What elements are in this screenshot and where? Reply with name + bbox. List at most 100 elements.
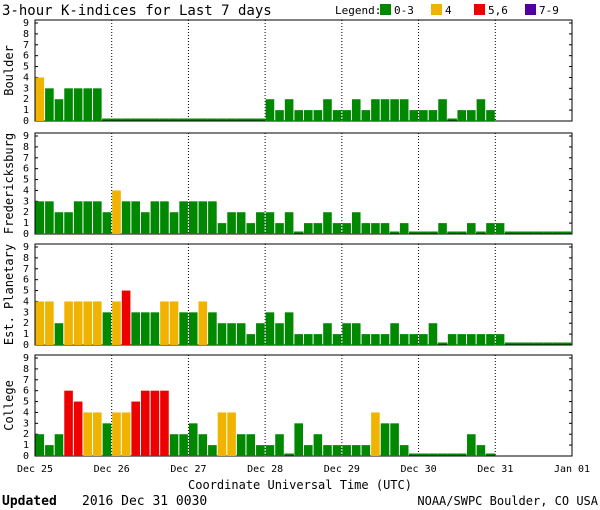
- y-tick-label: 8: [23, 142, 29, 153]
- k-bar: [399, 334, 409, 345]
- k-bar: [236, 434, 246, 456]
- k-bar: [284, 99, 294, 121]
- y-tick-label: 5: [23, 62, 29, 73]
- k-bar: [304, 110, 313, 121]
- station-label: Fredericksburg: [2, 133, 16, 234]
- k-bar: [256, 323, 265, 345]
- k-bar: [332, 445, 342, 456]
- k-bar: [256, 212, 265, 234]
- k-bar: [486, 334, 495, 345]
- k-bar: [150, 201, 160, 234]
- k-bar: [467, 434, 476, 456]
- k-bar: [438, 99, 447, 121]
- k-bar: [438, 223, 447, 234]
- k-bar: [467, 334, 476, 345]
- k-bar: [198, 434, 208, 456]
- x-tick-label: Dec 28: [247, 464, 283, 475]
- k-bar: [54, 434, 64, 456]
- k-bar: [294, 334, 303, 345]
- k-bar: [217, 323, 227, 345]
- k-bar: [351, 99, 361, 121]
- k-bar: [275, 223, 284, 234]
- k-bar: [150, 312, 160, 345]
- y-tick-label: 1: [23, 218, 29, 229]
- k-bar: [179, 201, 188, 234]
- y-tick-label: 3: [23, 418, 29, 429]
- k-bar: [208, 201, 217, 234]
- k-bar: [64, 212, 73, 234]
- y-tick-label: 8: [23, 29, 29, 40]
- x-tick-label: Dec 27: [170, 464, 206, 475]
- k-bar: [351, 323, 361, 345]
- k-bar: [45, 88, 54, 121]
- k-bar: [351, 445, 361, 456]
- legend-entry: 0-3: [394, 4, 414, 17]
- k-bar: [45, 445, 54, 456]
- k-bar: [342, 110, 351, 121]
- k-bar: [93, 301, 102, 345]
- k-bar: [102, 423, 112, 456]
- k-bar: [83, 88, 93, 121]
- k-bar: [284, 212, 294, 234]
- k-bar: [112, 412, 121, 456]
- k-bar: [486, 223, 495, 234]
- k-bar: [275, 323, 284, 345]
- legend-entry: 4: [445, 4, 452, 17]
- k-bar: [112, 301, 121, 345]
- k-bar: [35, 301, 45, 345]
- k-bar: [495, 334, 505, 345]
- k-bar: [179, 312, 188, 345]
- y-tick-label: 3: [23, 307, 29, 318]
- legend-entry: 7-9: [539, 4, 559, 17]
- k-bar: [169, 434, 179, 456]
- x-tick-label: Dec 29: [324, 464, 360, 475]
- k-bar: [83, 201, 93, 234]
- k-bar: [275, 434, 284, 456]
- k-bar: [380, 223, 390, 234]
- y-tick-label: 0: [23, 451, 29, 462]
- x-tick-label: Dec 25: [17, 464, 53, 475]
- k-bar: [54, 212, 64, 234]
- y-tick-label: 2: [23, 318, 29, 329]
- k-bar: [188, 312, 198, 345]
- k-bar: [409, 334, 419, 345]
- k-bar: [64, 390, 73, 456]
- k-bar: [140, 390, 150, 456]
- k-bar: [102, 212, 112, 234]
- k-bar: [35, 77, 45, 121]
- k-bar: [380, 99, 390, 121]
- k-bar: [323, 445, 332, 456]
- legend: Legend: 0-3 4 5,6 7-9: [335, 4, 559, 17]
- k-bar: [265, 212, 275, 234]
- k-bar: [399, 445, 409, 456]
- k-bar: [265, 312, 275, 345]
- k-bar: [93, 412, 102, 456]
- y-tick-label: 4: [23, 407, 29, 418]
- k-bar: [150, 390, 160, 456]
- k-bar: [198, 201, 208, 234]
- k-bar: [131, 201, 140, 234]
- k-bar: [371, 99, 380, 121]
- k-bar: [467, 223, 476, 234]
- y-tick-label: 1: [23, 105, 29, 116]
- k-bar: [54, 99, 64, 121]
- k-bar: [83, 412, 93, 456]
- k-bar: [83, 301, 93, 345]
- k-bar: [390, 423, 399, 456]
- k-bar: [227, 212, 236, 234]
- y-tick-label: 2: [23, 94, 29, 105]
- legend-label: Legend:: [335, 4, 381, 17]
- k-bar: [380, 334, 390, 345]
- y-tick-label: 0: [23, 116, 29, 127]
- k-bar: [140, 312, 150, 345]
- k-bar: [342, 223, 351, 234]
- k-bar: [304, 334, 313, 345]
- k-bar: [217, 223, 227, 234]
- k-bar: [342, 323, 351, 345]
- k-bar: [265, 445, 275, 456]
- legend-swatch: [431, 4, 442, 15]
- k-bar: [131, 401, 140, 456]
- k-bar: [265, 99, 275, 121]
- k-bar: [371, 334, 380, 345]
